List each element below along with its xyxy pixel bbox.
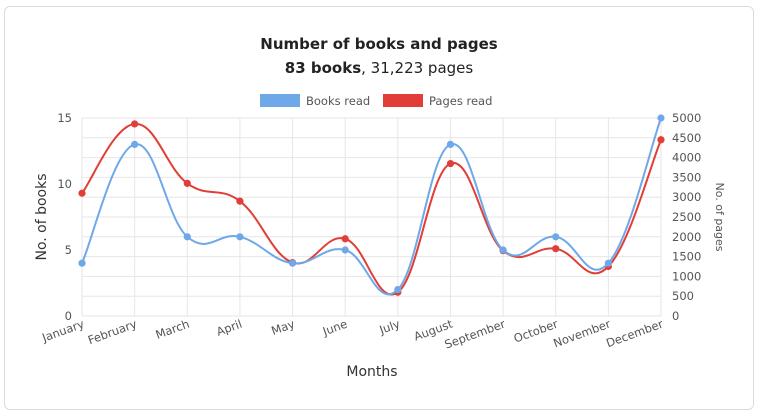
- data-point: [341, 235, 349, 243]
- data-point: [341, 246, 349, 254]
- x-tick-label: March: [154, 317, 192, 342]
- data-point: [183, 179, 191, 187]
- series-pages: [78, 120, 665, 296]
- y2-tick-label: 1500: [672, 250, 701, 264]
- y-tick-label: 10: [57, 177, 72, 191]
- x-tick-label: May: [269, 317, 296, 338]
- y2-tick-label: 4000: [672, 151, 701, 165]
- x-tick-label: January: [39, 317, 86, 345]
- x-tick-label: April: [214, 317, 243, 339]
- x-axis-title: Months: [346, 364, 397, 380]
- data-point: [78, 189, 86, 197]
- data-point: [446, 140, 455, 148]
- y2-tick-label: 4500: [672, 131, 701, 145]
- chart-subtitle: 83 books, 31,223 pages: [285, 59, 474, 77]
- data-point: [394, 286, 402, 294]
- y2-tick-label: 5000: [672, 111, 701, 125]
- y-tick-label: 0: [65, 309, 72, 323]
- data-point: [236, 197, 244, 205]
- y2-axis-title: No. of pages: [713, 182, 726, 251]
- grid: [81, 117, 662, 317]
- data-point: [657, 114, 665, 122]
- x-tick-label: September: [443, 317, 508, 352]
- y2-tick-label: 0: [672, 309, 679, 323]
- series-line: [81, 117, 662, 296]
- x-tick-label: July: [377, 317, 402, 338]
- data-point: [499, 246, 507, 254]
- y2-tick-label: 3000: [672, 190, 701, 204]
- y2-tick-label: 3500: [672, 170, 701, 184]
- y-tick-label: 5: [65, 243, 72, 257]
- data-point: [446, 159, 455, 168]
- data-point: [131, 140, 139, 148]
- data-point: [183, 233, 191, 241]
- x-tick-label: June: [320, 317, 349, 339]
- data-point: [236, 233, 244, 241]
- x-tick-label: February: [86, 317, 139, 348]
- data-point: [131, 120, 139, 128]
- x-tick-label: November: [551, 317, 612, 351]
- y-tick-label: 15: [57, 111, 72, 125]
- series: [78, 114, 665, 296]
- y2-tick-label: 500: [672, 289, 694, 303]
- y2-tick-label: 1000: [672, 269, 701, 283]
- data-point: [78, 259, 86, 267]
- series-line: [81, 122, 662, 296]
- legend-label: Pages read: [429, 94, 492, 108]
- legend-label: Books read: [306, 94, 370, 108]
- data-point: [288, 259, 297, 267]
- legend-swatch: [260, 94, 300, 107]
- data-point: [552, 245, 560, 253]
- legend-swatch: [383, 94, 423, 107]
- data-point: [657, 136, 665, 144]
- y2-tick-label: 2500: [672, 210, 701, 224]
- y-axis-title: No. of books: [34, 173, 50, 260]
- data-point: [604, 259, 612, 267]
- data-point: [552, 233, 560, 241]
- x-tick-label: December: [604, 317, 665, 351]
- subtitle-books: 83 books: [285, 59, 361, 77]
- chart-title: Number of books and pages: [260, 35, 497, 53]
- y2-tick-label: 2000: [672, 230, 701, 244]
- chart-card: [4, 6, 754, 410]
- axis-ticks: 0 500 1000 1500 2000 2500 3000 3500 4000 4500 5000…: [39, 111, 701, 352]
- series-books: [78, 114, 665, 296]
- subtitle-pages: , 31,223 pages: [361, 59, 473, 77]
- legend: Books read Pages read: [260, 94, 492, 108]
